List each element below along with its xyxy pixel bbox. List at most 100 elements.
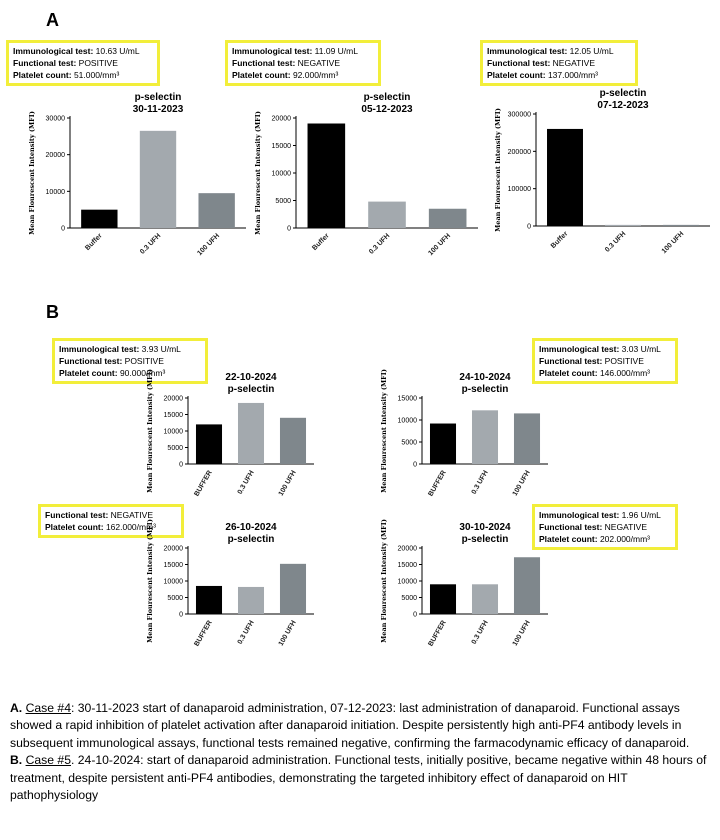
plt-label: Platelet count:	[13, 70, 72, 80]
info-box-b1: Immunological test: 3.93 U/mL Functional…	[52, 338, 208, 384]
immuno-label: Immunological test:	[487, 46, 568, 56]
chart-subtitle: 07-12-2023	[597, 100, 649, 111]
caption-b-letter: B.	[10, 753, 23, 768]
y-tick-label: 5000	[401, 440, 417, 447]
func-value: POSITIVE	[604, 356, 644, 366]
panel-a-label: A	[46, 10, 59, 30]
x-tick-label: Buffer	[550, 230, 570, 250]
chart-a1: p-selectin 30-11-2023 Mean Flourescent Int…	[14, 88, 246, 268]
chart-b3: 26-10-2024 p-selectin Mean Flourescent Int…	[138, 516, 318, 666]
bar-0-3-ufh	[605, 224, 641, 226]
y-tick-label: 5000	[167, 595, 183, 602]
bar-100-ufh	[428, 208, 467, 228]
chart-b2: 24-10-2024 p-selectin Mean Flourescent Int…	[368, 366, 548, 516]
immuno-label: Immunological test:	[13, 46, 94, 56]
y-tick-label: 15000	[164, 412, 184, 419]
immuno-value: 3.03 U/mL	[621, 344, 661, 354]
info-box-a1: Immunological test: 10.63 U/mL Functiona…	[6, 40, 160, 86]
plt-value: 90.000/mm³	[119, 368, 166, 378]
bar-buffer	[81, 209, 118, 228]
bar-buffer	[195, 585, 223, 614]
chart-subtitle: p-selectin	[228, 384, 275, 395]
bar-100-ufh	[513, 557, 541, 614]
immuno-label: Immunological test:	[539, 344, 620, 354]
x-tick-label: 100 UFH	[661, 230, 686, 255]
y-tick-label: 0	[527, 224, 531, 231]
caption-a-letter: A.	[10, 701, 23, 715]
x-tick-label: Buffer	[311, 232, 331, 252]
chart-b4: 30-10-2024 p-selectin Mean Flourescent Int…	[368, 516, 548, 666]
chart-subtitle: p-selectin	[462, 384, 509, 395]
plt-value: 162.000/mm³	[105, 522, 157, 532]
info-box-a2: Immunological test: 11.09 U/mL Functiona…	[225, 40, 381, 86]
immuno-label: Immunological test:	[59, 344, 140, 354]
caption-b: B. Case #5. 24-10-2024: start of danapar…	[10, 752, 712, 804]
x-tick-label: 0.3 UFH	[139, 232, 162, 255]
y-tick-label: 0	[179, 462, 183, 469]
y-tick-label: 15000	[272, 143, 292, 150]
y-tick-label: 0	[61, 226, 65, 233]
y-tick-label: 10000	[46, 189, 66, 196]
chart-title: p-selectin	[364, 92, 411, 103]
y-tick-label: 0	[413, 612, 417, 619]
bar-buffer	[307, 123, 346, 228]
y-tick-label: 15000	[398, 562, 418, 569]
x-tick-label: 0.3 UFH	[471, 620, 490, 646]
immuno-label: Immunological test:	[232, 46, 313, 56]
bar-100-ufh	[279, 563, 307, 614]
y-tick-label: 10000	[398, 418, 418, 425]
y-axis-label: Mean Flourescent Intensity (MFI)	[494, 108, 502, 232]
func-label: Functional test:	[232, 58, 296, 68]
chart-subtitle: p-selectin	[228, 534, 275, 545]
func-label: Functional test:	[59, 356, 123, 366]
y-axis-label: Mean Flourescent Intensity (MFI)	[146, 519, 154, 643]
y-tick-label: 20000	[46, 152, 66, 159]
x-tick-label: 100 UFH	[512, 620, 532, 648]
plt-value: 202.000/mm³	[599, 534, 651, 544]
info-box-b2: Immunological test: 3.03 U/mL Functional…	[532, 338, 678, 384]
plt-label: Platelet count:	[539, 534, 598, 544]
immuno-value: 11.09 U/mL	[314, 46, 358, 56]
bar-buffer	[547, 128, 583, 226]
plt-label: Platelet count:	[45, 522, 104, 532]
bar-100-ufh	[663, 224, 699, 226]
bar-buffer	[195, 424, 223, 464]
caption-a: A. Case #4: 30-11-2023 start of danaparo…	[10, 700, 712, 752]
x-tick-label: BUFFER	[427, 620, 447, 648]
plt-value: 92.000/mm³	[292, 70, 339, 80]
bar-100-ufh	[198, 193, 235, 228]
chart-title: 26-10-2024	[225, 522, 277, 533]
chart-title: p-selectin	[600, 88, 647, 99]
func-value: NEGATIVE	[604, 522, 648, 532]
immuno-value: 1.96 U/mL	[621, 510, 661, 520]
chart-a3: p-selectin 07-12-2023 Mean Flourescent Int…	[484, 88, 720, 268]
x-tick-label: 100 UFH	[278, 470, 298, 498]
y-tick-label: 20000	[398, 546, 418, 553]
y-tick-label: 15000	[398, 396, 418, 403]
y-tick-label: 0	[179, 612, 183, 619]
y-tick-label: 10000	[272, 171, 292, 178]
y-tick-label: 0	[413, 462, 417, 469]
bar-0-3-ufh	[368, 201, 406, 228]
y-tick-label: 10000	[164, 429, 184, 436]
immuno-value: 3.93 U/mL	[141, 344, 181, 354]
func-value: POSITIVE	[78, 58, 118, 68]
plt-value: 51.000/mm³	[73, 70, 120, 80]
plt-label: Platelet count:	[487, 70, 546, 80]
func-value: NEGATIVE	[297, 58, 341, 68]
bar-0-3-ufh	[237, 402, 265, 464]
y-tick-label: 5000	[401, 595, 417, 602]
y-tick-label: 30000	[46, 116, 66, 123]
x-tick-label: 100 UFH	[196, 232, 221, 257]
caption-a-text: : 30-11-2023 start of danaparoid adminis…	[10, 701, 690, 750]
immuno-label: Immunological test:	[539, 510, 620, 520]
plt-label: Platelet count:	[232, 70, 291, 80]
y-axis-label: Mean Flourescent Intensity (MFI)	[28, 111, 36, 235]
y-axis-label: Mean Flourescent Intensity (MFI)	[254, 111, 262, 235]
func-label: Functional test:	[487, 58, 551, 68]
chart-title: 22-10-2024	[225, 372, 277, 383]
